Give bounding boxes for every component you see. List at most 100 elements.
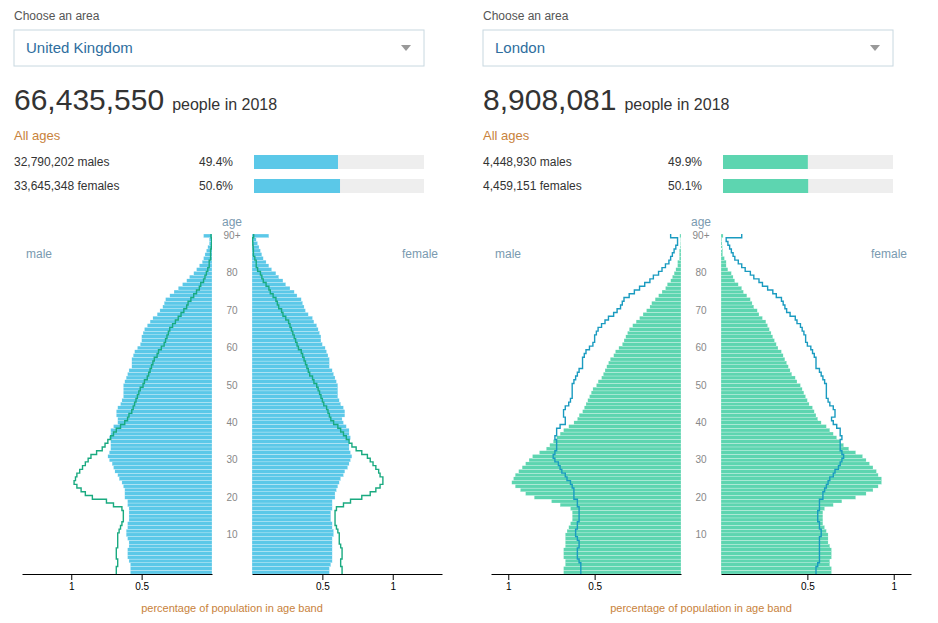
bar: [627, 331, 681, 335]
bar: [252, 507, 332, 511]
data-label: 50.6%: [199, 179, 233, 193]
bar: [672, 275, 681, 279]
bar: [721, 481, 882, 485]
annotation: 8,908,081: [483, 83, 616, 116]
bar: [529, 458, 681, 462]
bar: [608, 361, 681, 365]
annotation: United Kingdom: [26, 39, 133, 56]
bar: [252, 402, 341, 406]
bar: [252, 395, 338, 399]
bar: [143, 331, 212, 335]
x-axis-line: [722, 574, 912, 575]
bar: [252, 436, 351, 440]
bar: [721, 563, 830, 567]
bar: [721, 436, 837, 440]
bar: [721, 294, 747, 298]
bar: [254, 179, 340, 193]
bar: [557, 436, 681, 440]
bar: [252, 432, 349, 436]
x-axis-title: percentage of population in age band: [141, 602, 323, 614]
y-tick-label: 10: [226, 529, 238, 540]
bar: [569, 525, 681, 529]
bar: [643, 312, 681, 316]
bar: [132, 365, 212, 369]
bar: [564, 555, 681, 559]
bar: [252, 477, 341, 481]
x-tick-mark: [595, 574, 596, 580]
dropdown-caret: [401, 45, 411, 51]
bar: [252, 387, 338, 391]
bar: [636, 320, 681, 324]
bar: [130, 570, 212, 574]
bar: [583, 410, 681, 414]
bar: [605, 369, 681, 373]
y-axis: 102030405060708090+: [224, 230, 241, 540]
bar: [721, 245, 722, 249]
bar: [679, 253, 681, 257]
bar: [126, 376, 212, 380]
bar: [723, 155, 808, 169]
bar: [252, 540, 332, 544]
y-axis-title: age: [222, 215, 242, 229]
bar: [252, 327, 318, 331]
plot-area: [254, 155, 424, 193]
bar: [252, 339, 321, 343]
bar: [560, 432, 681, 436]
bar-track: [254, 155, 424, 169]
x-tick-mark: [142, 574, 143, 580]
bar: [721, 510, 823, 514]
bar: [721, 406, 813, 410]
bar: [721, 525, 825, 529]
bar: [252, 462, 349, 466]
bar: [570, 522, 681, 526]
bar: [522, 466, 681, 470]
y-tick: 20: [226, 492, 238, 503]
bar: [565, 559, 681, 563]
bar: [721, 398, 807, 402]
series-label: male: [26, 247, 52, 261]
bar: [721, 249, 723, 253]
bar: [596, 383, 681, 387]
bar: [721, 369, 790, 373]
bar-track: [723, 155, 893, 169]
bar: [252, 499, 332, 503]
bar: [252, 563, 331, 567]
bar: [721, 372, 792, 376]
bar: [520, 488, 681, 492]
bar: [721, 570, 832, 574]
category-label: 33,645,348 females: [14, 179, 119, 193]
bar: [252, 425, 346, 429]
bar: [565, 544, 681, 548]
bar: [565, 537, 681, 541]
bar: [252, 567, 329, 571]
y-axis: 102030405060708090+: [693, 230, 710, 540]
bar: [721, 264, 726, 268]
bar: [252, 279, 283, 283]
bar: [721, 346, 778, 350]
x-axis: 0.51: [23, 574, 213, 592]
x-tick: 1: [390, 574, 396, 592]
bar: [128, 372, 212, 376]
y-tick: 10: [226, 529, 238, 540]
bar: [610, 357, 681, 361]
bar: [674, 271, 681, 275]
y-tick: 90+: [224, 230, 241, 241]
bar: [252, 286, 290, 290]
bar: [252, 376, 335, 380]
bar: [252, 260, 266, 264]
bar: [111, 447, 212, 451]
bar: [721, 499, 842, 503]
bar: [680, 234, 681, 238]
bar: [721, 488, 873, 492]
bar: [721, 537, 828, 541]
bar: [565, 540, 681, 544]
y-tick: 70: [226, 305, 238, 316]
bar: [252, 481, 339, 485]
y-tick: 80: [226, 267, 238, 278]
bar: [142, 339, 212, 343]
y-axis-title: age: [691, 215, 711, 229]
bar: [721, 540, 828, 544]
bar: [122, 481, 212, 485]
bar: [662, 290, 681, 294]
x-axis: 0.51: [492, 574, 682, 592]
